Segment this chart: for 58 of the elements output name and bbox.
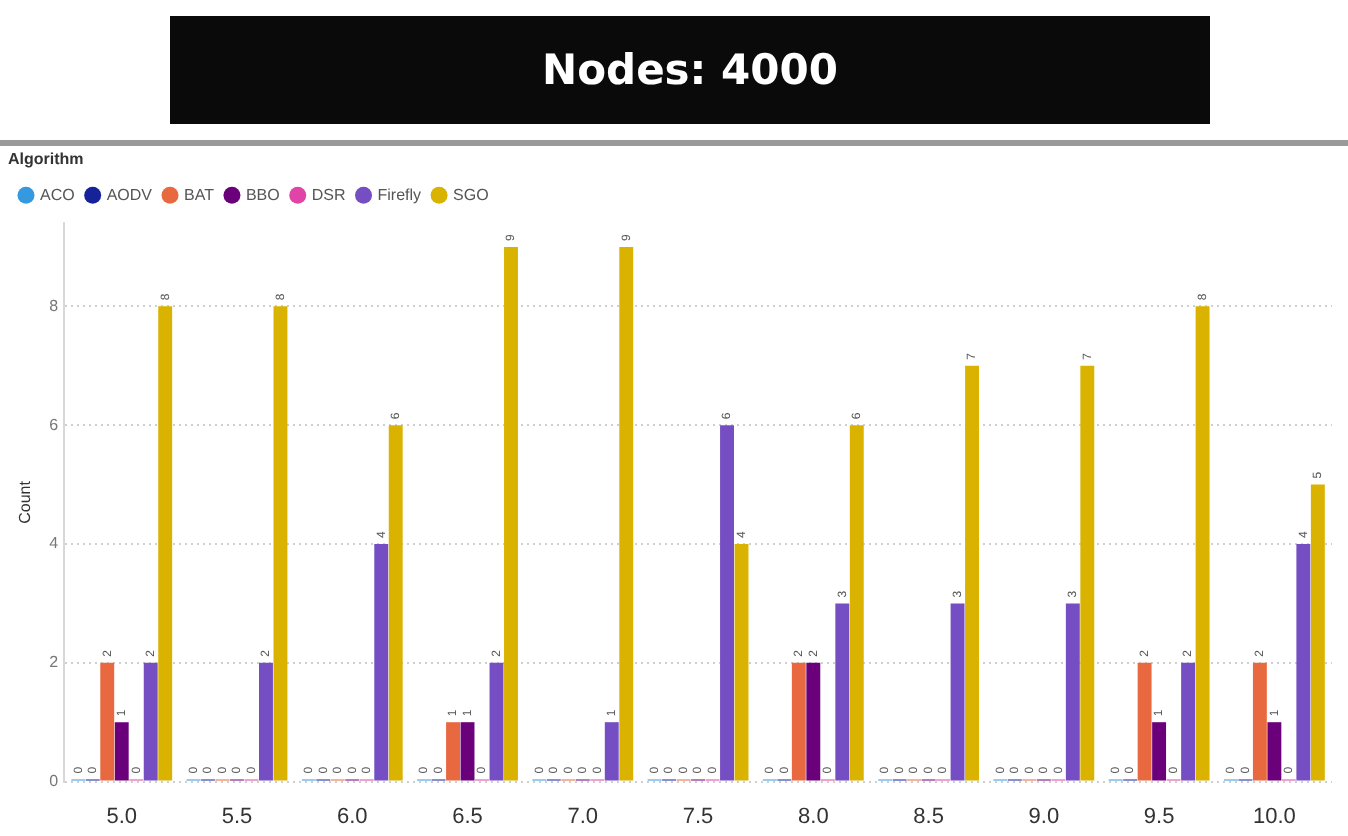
bar [143, 662, 158, 781]
legend-label: BBO [245, 185, 280, 204]
bar [619, 246, 634, 781]
x-tick-label: 6.0 [336, 804, 368, 829]
legend-label: DSR [311, 185, 346, 204]
x-tick-label: 9.5 [1143, 804, 1175, 829]
legend-label: BAT [184, 185, 215, 204]
bar [1252, 662, 1267, 781]
bar [388, 425, 403, 781]
bar [1296, 543, 1311, 781]
bar [806, 662, 821, 781]
bar [100, 662, 115, 781]
y-tick-label: 6 [49, 415, 60, 434]
x-tick-label: 6.5 [452, 804, 483, 829]
bar [791, 662, 806, 781]
bar [1080, 365, 1095, 781]
bar [720, 425, 734, 781]
bar [460, 722, 475, 781]
x-tick-label: 7.0 [567, 804, 599, 829]
bar [374, 543, 389, 781]
bar [734, 543, 749, 781]
bar [1152, 722, 1167, 781]
y-tick-label: 2 [49, 653, 60, 672]
legend-label: ACO [40, 185, 75, 204]
bar [504, 246, 518, 781]
x-tick-label: 9.0 [1028, 804, 1060, 829]
x-tick-label: 10.0 [1252, 804, 1296, 829]
bar [1267, 722, 1282, 781]
legend-title: Algorithm [8, 150, 84, 169]
bar [1310, 484, 1325, 781]
x-tick-label: 5.0 [106, 804, 138, 829]
y-axis-title: Count [16, 479, 35, 524]
x-tick-label: 7.5 [682, 804, 714, 829]
x-tick-label: 5.5 [221, 804, 253, 829]
chart-title: Nodes: 4000 [170, 16, 1210, 124]
legend-label: AODV [106, 185, 154, 204]
bar [1195, 306, 1210, 781]
bar [965, 365, 979, 781]
x-tick-label: 8.0 [798, 804, 829, 829]
bar [489, 662, 504, 781]
bar [1137, 662, 1152, 781]
y-tick-label: 4 [49, 534, 60, 553]
bar [273, 306, 288, 781]
bar [604, 722, 619, 781]
bar [849, 425, 864, 781]
bar [158, 306, 173, 781]
legend-label: Firefly [377, 185, 422, 204]
x-tick-label: 8.5 [913, 804, 944, 829]
y-tick-label: 8 [49, 296, 60, 315]
legend-label: SGO [453, 185, 489, 204]
bar [446, 722, 460, 781]
bar [1065, 603, 1080, 781]
y-tick-label: 0 [49, 772, 60, 791]
bar [114, 722, 129, 781]
bar [259, 662, 273, 781]
bar [1181, 662, 1196, 781]
bar [950, 603, 965, 781]
bar [835, 603, 850, 781]
